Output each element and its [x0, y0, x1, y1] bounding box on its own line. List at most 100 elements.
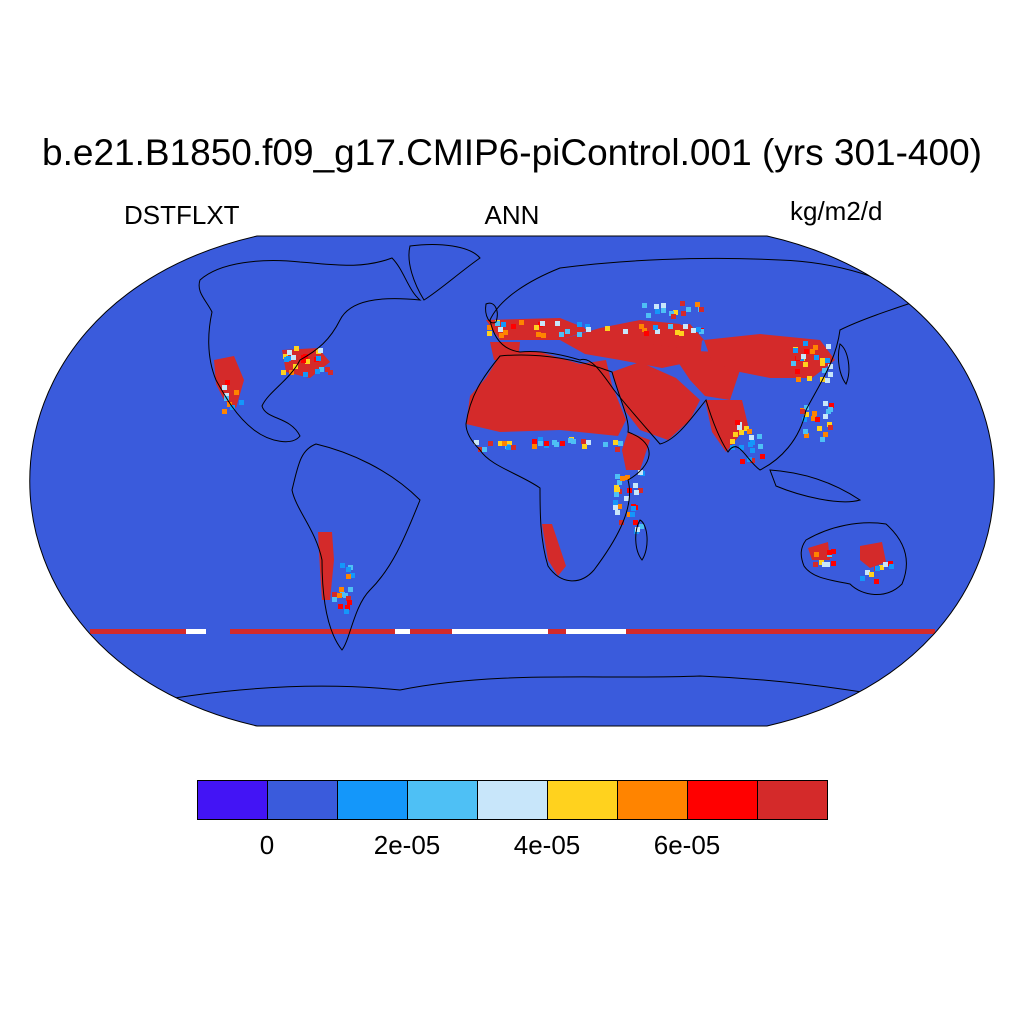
flux-pixel: [691, 328, 696, 333]
flux-pixel: [552, 440, 557, 445]
flux-pixel: [733, 432, 738, 437]
flux-pixel: [535, 321, 540, 326]
flux-pixel: [803, 362, 808, 367]
north-america-coast: [198, 257, 422, 443]
flux-pixel: [823, 401, 828, 406]
flux-pixel: [803, 429, 808, 434]
flux-pixel: [860, 576, 865, 581]
flux-pixel: [631, 506, 636, 511]
colorbar-swatch: [617, 780, 688, 820]
flux-pixel: [478, 447, 483, 452]
flux-pixel: [536, 332, 541, 337]
flux-pixel: [615, 447, 620, 452]
africa-coast: [465, 354, 650, 582]
flux-pixel: [619, 520, 624, 525]
colorbar-swatch: [687, 780, 758, 820]
flux-pixel: [639, 524, 644, 529]
flux-pixel: [617, 480, 622, 485]
band-segment: [395, 629, 410, 634]
flux-pixel: [668, 324, 673, 329]
flux-pixel: [680, 301, 685, 306]
sahara-region: [466, 352, 626, 436]
flux-pixel: [585, 324, 590, 329]
flux-pixel: [615, 510, 620, 515]
flux-pixel: [730, 439, 735, 444]
flux-pixel: [826, 344, 831, 349]
flux-pixel: [739, 430, 744, 435]
flux-pixel: [653, 325, 658, 330]
band-segment: [186, 629, 206, 634]
flux-pixel: [758, 444, 763, 449]
flux-pixel: [305, 359, 310, 364]
flux-pixel: [532, 439, 537, 444]
flux-pixel: [802, 417, 807, 422]
flux-pixel: [807, 376, 812, 381]
colorbar-swatch: [407, 780, 478, 820]
australia-central-region: [860, 542, 886, 568]
flux-pixel: [624, 496, 629, 501]
flux-pixel: [634, 490, 639, 495]
flux-pixel: [582, 444, 587, 449]
flux-pixel: [567, 325, 572, 330]
flux-pixel: [683, 324, 688, 329]
flux-pixel: [332, 592, 337, 597]
flux-pixel: [825, 358, 830, 363]
flux-pixel: [348, 587, 353, 592]
flux-pixel: [571, 439, 576, 444]
flux-pixel: [639, 324, 644, 329]
flux-pixel: [817, 426, 822, 431]
flux-pixel: [820, 361, 825, 366]
flux-pixel: [883, 562, 888, 567]
flux-pixel: [813, 345, 818, 350]
flux-pixel: [831, 549, 836, 554]
colorbar-tick-1: 2e-05: [373, 830, 441, 860]
flux-pixel: [869, 572, 874, 577]
flux-pixel: [287, 350, 292, 355]
flux-pixel: [303, 372, 308, 377]
colorbar-swatch: [267, 780, 338, 820]
flux-pixel: [555, 321, 560, 326]
flux-pixel: [532, 444, 537, 449]
flux-pixel: [499, 333, 504, 338]
flux-pixel: [828, 425, 833, 430]
flux-pixel: [744, 426, 749, 431]
flux-pixel: [811, 416, 816, 421]
flux-pixel: [739, 445, 744, 450]
flux-pixel: [581, 439, 586, 444]
flux-pixel: [828, 372, 833, 377]
south-america-coast: [291, 443, 421, 651]
flux-pixel: [618, 441, 623, 446]
british-isles-coast: [485, 302, 498, 324]
flux-pixel: [488, 441, 493, 446]
flux-pixel: [498, 441, 503, 446]
flux-pixel: [239, 400, 244, 405]
flux-pixel: [337, 593, 342, 598]
flux-pixel: [346, 574, 351, 579]
flux-pixel: [495, 321, 500, 326]
units-label: kg/m2/d: [790, 196, 883, 226]
flux-pixel: [613, 505, 618, 510]
india-region: [705, 400, 748, 452]
flux-pixel: [526, 321, 531, 326]
flux-pixel: [661, 308, 666, 313]
flux-pixel: [699, 329, 704, 334]
flux-pixel: [603, 442, 608, 447]
antarctica-coast: [99, 675, 961, 713]
flux-pixel: [343, 593, 348, 598]
flux-pixel: [291, 355, 296, 360]
flux-pixel: [681, 311, 686, 316]
flux-pixel: [819, 560, 824, 565]
flux-pixel: [810, 349, 815, 354]
flux-pixel: [671, 314, 676, 319]
flux-pixel: [875, 566, 880, 571]
flux-pixel: [661, 303, 666, 308]
flux-pixel: [675, 330, 680, 335]
colorbar-swatch: [757, 780, 828, 820]
flux-pixel: [498, 327, 503, 332]
flux-pixel: [350, 573, 355, 578]
colorbar-tick-3: 6e-05: [653, 830, 721, 860]
plot-title: b.e21.B1850.f09_g17.CMIP6-piControl.001 …: [42, 132, 982, 173]
band-segment: [410, 629, 452, 634]
flux-pixel: [828, 407, 833, 412]
flux-pixel: [633, 483, 638, 488]
